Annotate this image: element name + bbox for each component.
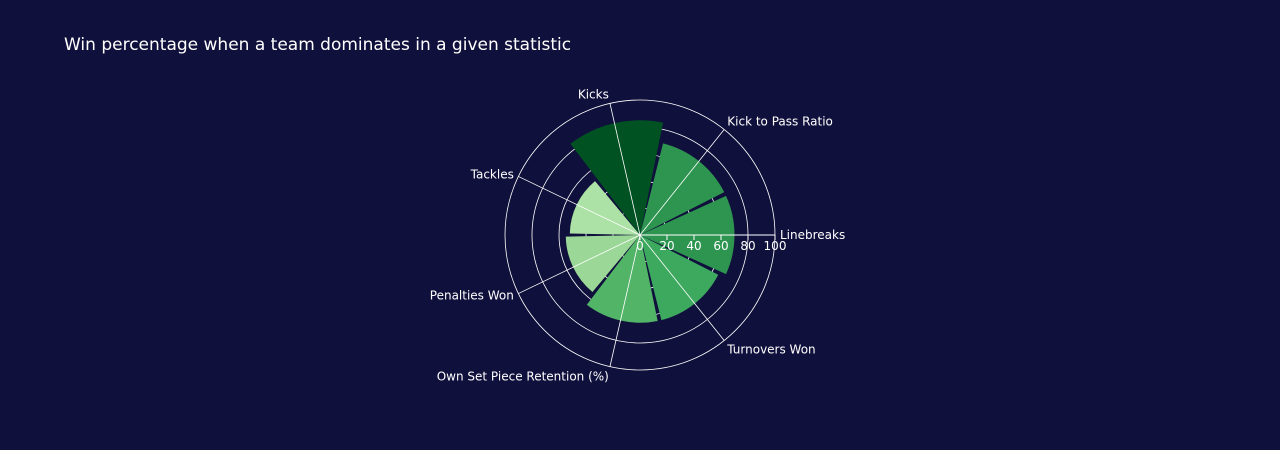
spoke-5 (609, 234, 641, 367)
bar-6 (640, 235, 719, 321)
category-label-6: Turnovers Won (726, 342, 815, 356)
radial-axis: 0 20 40 60 80 100 (636, 234, 787, 253)
radial-tick-label-3: 60 (713, 239, 728, 253)
spoke-1 (639, 129, 725, 236)
radial-tick-label-0: 0 (636, 239, 644, 253)
spoke-3 (518, 176, 641, 236)
radial-tick-label-4: 80 (740, 239, 755, 253)
spoke-2 (609, 103, 641, 236)
radial-tick-label-5: 100 (764, 239, 787, 253)
spoke-4 (518, 234, 641, 294)
bars (565, 120, 735, 323)
radial-tick-label-2: 40 (686, 239, 701, 253)
bar-4 (565, 235, 640, 293)
category-labels: Linebreaks Kick to Pass Ratio Kicks Tackles… (430, 88, 845, 384)
category-label-2: Kicks (578, 88, 609, 102)
bar-5 (586, 235, 658, 323)
spoke-6 (639, 234, 725, 341)
category-label-3: Tackles (470, 167, 514, 181)
category-label-1: Kick to Pass Ratio (727, 115, 833, 129)
category-label-5: Own Set Piece Retention (%) (437, 369, 609, 383)
chart-title: Win percentage when a team dominates in … (64, 35, 571, 55)
radial-tick-label-1: 20 (659, 239, 674, 253)
category-label-4: Penalties Won (430, 289, 514, 303)
bar-3 (569, 181, 640, 235)
bar-1 (640, 143, 725, 235)
bar-2 (570, 120, 664, 235)
category-label-0: Linebreaks (780, 228, 845, 242)
